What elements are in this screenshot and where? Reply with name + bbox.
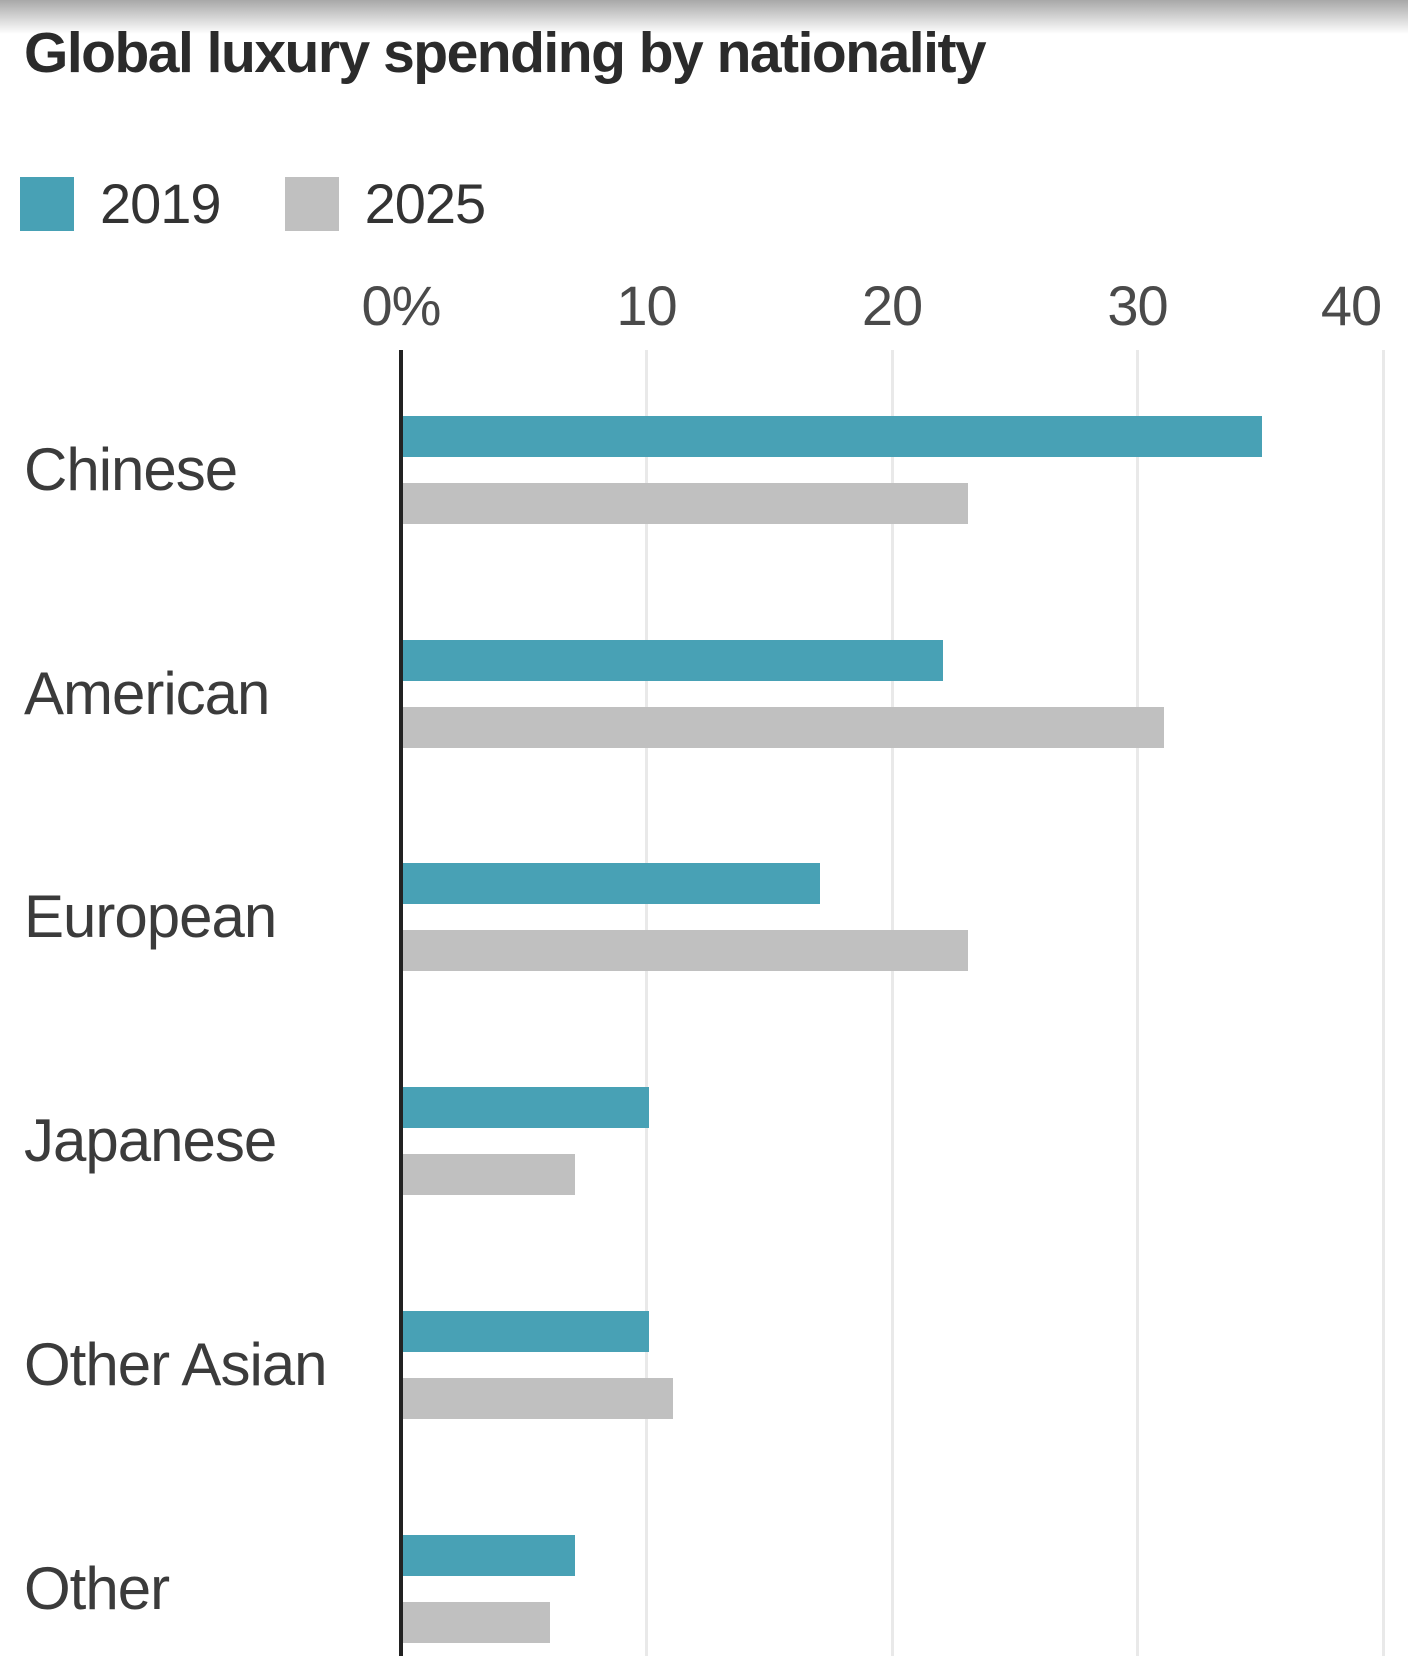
legend: 2019 2025 bbox=[20, 172, 487, 235]
x-tick-label-20: 20 bbox=[861, 274, 923, 337]
bar-other-2025 bbox=[403, 1601, 551, 1643]
gridline-20 bbox=[890, 350, 894, 1656]
bar-european-2025 bbox=[403, 930, 968, 972]
y-axis-line bbox=[399, 350, 403, 1656]
bar-american-2025 bbox=[403, 706, 1165, 748]
legend-item-2019: 2019 bbox=[20, 172, 222, 235]
bar-chinese-2019 bbox=[403, 416, 1263, 457]
x-tick-label-0: 0% bbox=[361, 274, 442, 337]
category-label-japanese: Japanese bbox=[24, 1107, 277, 1175]
gridline-10 bbox=[645, 350, 648, 1656]
legend-label-2025: 2025 bbox=[364, 172, 487, 235]
bar-japanese-2025 bbox=[403, 1154, 575, 1196]
top-fade-gradient bbox=[0, 0, 1408, 34]
chart-title: Global luxury spending by nationality bbox=[24, 21, 987, 85]
x-tick-label-30: 30 bbox=[1107, 274, 1168, 337]
gridline-40 bbox=[1381, 350, 1385, 1656]
category-label-other-asian: Other Asian bbox=[24, 1330, 328, 1398]
bar-american-2019 bbox=[403, 639, 944, 681]
bar-japanese-2019 bbox=[403, 1087, 649, 1129]
category-label-chinese: Chinese bbox=[24, 436, 238, 503]
legend-item-2025: 2025 bbox=[284, 172, 487, 235]
category-label-other: Other bbox=[24, 1554, 170, 1622]
bar-other-asian-2019 bbox=[403, 1310, 649, 1352]
gridline-30 bbox=[1136, 350, 1139, 1656]
legend-swatch-2019 bbox=[20, 177, 74, 231]
legend-swatch-2025 bbox=[284, 177, 339, 231]
bar-other-2019 bbox=[403, 1534, 575, 1576]
bar-chinese-2025 bbox=[403, 483, 968, 524]
legend-label-2019: 2019 bbox=[100, 172, 222, 235]
bar-other-asian-2025 bbox=[403, 1377, 674, 1419]
category-label-american: American bbox=[24, 659, 270, 727]
bar-european-2019 bbox=[403, 863, 821, 905]
x-tick-label-40: 40 bbox=[1320, 274, 1382, 337]
category-label-european: European bbox=[24, 883, 277, 951]
x-tick-label-10: 10 bbox=[616, 274, 677, 337]
